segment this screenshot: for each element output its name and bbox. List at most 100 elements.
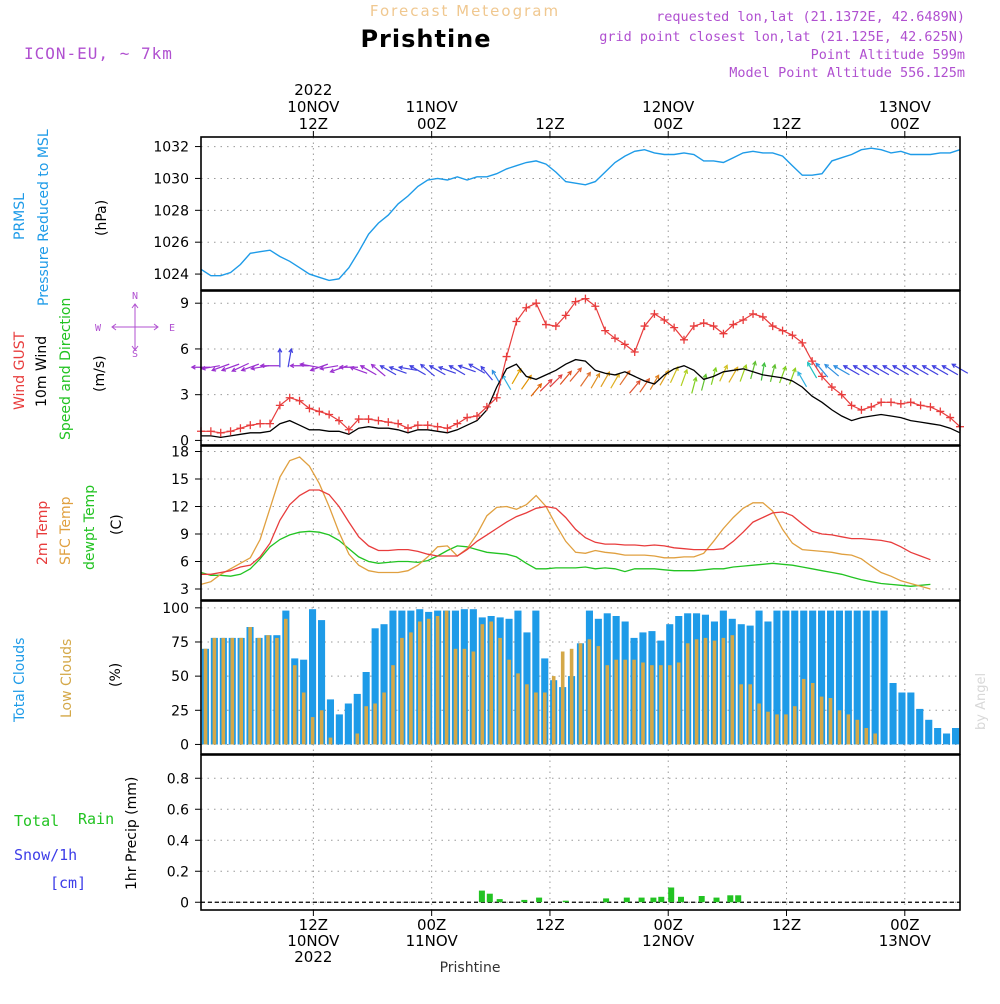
gust-marker	[216, 428, 225, 437]
gust-marker	[453, 419, 462, 428]
header-model-alt: Model Point Altitude 556.125m	[729, 65, 965, 81]
rain-bar	[735, 895, 742, 903]
wind-arrow-head	[428, 365, 434, 370]
sfc-label: SFC Temp	[58, 496, 74, 565]
wind-arrow	[760, 361, 767, 381]
gust-marker	[660, 315, 669, 324]
low-cloud-bar	[435, 616, 440, 745]
low-cloud-bar	[569, 648, 574, 745]
low-cloud-bar	[676, 662, 681, 745]
bottom-time-label: 13NOV	[879, 932, 932, 950]
low-cloud-bar	[525, 684, 529, 745]
wind-arrow-head	[951, 363, 957, 369]
gust-marker	[680, 335, 688, 344]
wind-arrow-shaft	[438, 366, 457, 374]
wind-arrow	[921, 365, 939, 376]
gust-marker	[404, 424, 412, 433]
y-tick-label: 6	[180, 342, 189, 358]
wind-arrow-head	[921, 365, 927, 370]
low-cloud-bar	[703, 637, 708, 745]
low-cloud-bar	[748, 684, 752, 745]
gust-marker	[295, 396, 304, 405]
compass-arrows	[111, 303, 159, 351]
top-time-label: 00Z	[654, 115, 683, 133]
wind-arrow-head	[742, 363, 748, 370]
total-cloud-bar	[353, 693, 361, 745]
bottom-time-label: 12Z	[299, 916, 328, 934]
wind-arrow	[211, 363, 230, 372]
header-requested: requested lon,lat (21.1372E, 42.6489N)	[656, 9, 965, 25]
wind-arrow-shaft	[241, 363, 260, 371]
gust-marker	[670, 323, 679, 332]
wind-arrow-head	[468, 363, 474, 369]
gust-marker	[512, 317, 521, 326]
rain-label-1: Total	[14, 812, 59, 830]
rain-bar	[698, 896, 705, 903]
wind-arrow-head	[388, 366, 394, 371]
wind-arrow-head	[457, 364, 463, 370]
bottom-time-label: 10NOV	[287, 932, 340, 950]
low-cloud-bar	[507, 659, 511, 745]
low-cloud-bar	[828, 698, 833, 745]
gust-marker	[837, 390, 846, 399]
wind-arrow-head	[480, 365, 486, 371]
compass-rose: N S W E	[95, 291, 175, 360]
wind-arrow-head	[537, 383, 543, 389]
wind-arrow-shaft	[882, 365, 900, 376]
gust-marker	[827, 383, 836, 392]
low-cloud-bar	[810, 683, 815, 745]
compass-n: N	[132, 291, 138, 302]
wind-arrow-shaft	[449, 365, 466, 376]
total-cloud-bar	[326, 699, 334, 745]
low-cloud-bar	[239, 637, 243, 745]
gust-marker	[581, 294, 590, 303]
y-tick-label: 0.2	[167, 864, 189, 880]
wind-arrow-head	[911, 365, 917, 370]
wind-arrow	[468, 363, 486, 374]
temp2m-line	[201, 489, 931, 575]
wind-arrow	[448, 365, 466, 376]
wind-arrow-head	[491, 369, 497, 375]
low-cloud-bar	[694, 639, 699, 745]
y-tick-label: 18	[171, 445, 189, 461]
wind-arrow-shaft	[211, 363, 230, 371]
wind-arrow	[530, 383, 543, 397]
total-cloud-bar	[827, 610, 835, 745]
wind-arrow-head	[240, 366, 246, 372]
rain-bar	[478, 890, 485, 903]
low-cloud-bar	[293, 665, 297, 745]
speed-direction-label: Speed and Direction	[58, 298, 74, 440]
bottom-time-label: 2022	[294, 948, 332, 966]
cloud-labels: Total Clouds Low Clouds (%)	[12, 638, 124, 723]
temp-unit: (C)	[109, 514, 125, 535]
gust-marker	[630, 347, 639, 356]
wind-arrow-head	[645, 377, 651, 383]
gust-marker	[551, 322, 560, 331]
wind-arrow-shaft	[833, 365, 850, 376]
total-cloud-bar	[791, 610, 799, 745]
wind-arrow-shaft	[559, 370, 572, 385]
wind-arrow	[457, 364, 476, 373]
gust-marker	[433, 422, 442, 431]
panel-2: 0 3 6 9	[180, 290, 969, 449]
wind-arrow-shaft	[590, 373, 601, 389]
snow-unit: [cm]	[50, 874, 86, 892]
top-time-label: 12Z	[535, 115, 564, 133]
wind-arrow-head	[702, 373, 708, 379]
gust-marker	[482, 402, 491, 411]
total-cloud-bar	[889, 683, 897, 745]
wind-arrow	[700, 373, 708, 391]
gust-marker	[305, 404, 314, 413]
wind-arrow-head	[231, 367, 237, 372]
gust-marker	[729, 320, 738, 329]
low-cloud-bar	[319, 710, 324, 745]
wind-arrow	[882, 365, 900, 376]
wind-arrow	[501, 374, 512, 391]
gust-marker	[887, 398, 895, 407]
wind-arrow	[289, 363, 309, 369]
gust-marker	[532, 299, 541, 308]
wind-arrow-shaft	[669, 366, 679, 384]
y-tick-label: 3	[180, 582, 189, 598]
gust-marker	[473, 412, 481, 421]
bottom-time-label: 12NOV	[642, 932, 695, 950]
